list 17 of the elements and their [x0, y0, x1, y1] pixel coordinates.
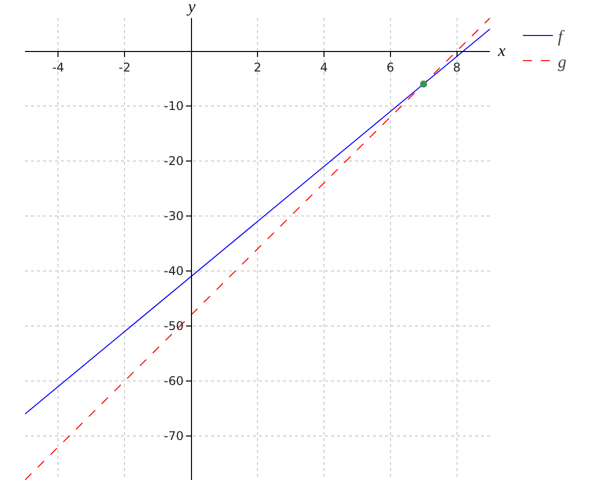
x-tick-label: 2 [254, 60, 262, 74]
x-tick-label: -2 [118, 60, 131, 74]
y-tick-label: -70 [164, 429, 184, 444]
x-tick-label: 4 [320, 60, 328, 74]
legend-label: g [558, 52, 566, 72]
x-tick-label: 8 [452, 60, 461, 74]
y-tick-label: -40 [164, 264, 184, 278]
legend-label: f [558, 27, 565, 46]
x-axis-title: x [497, 41, 506, 60]
y-tick-label: -50 [164, 319, 184, 334]
y-tick-label: -30 [164, 209, 184, 224]
y-axis-title: y [186, 0, 196, 16]
x-tick-label: -4 [52, 60, 64, 74]
y-tick-label: -60 [164, 374, 184, 388]
x-tick-label: 6 [386, 60, 394, 74]
y-tick-label: -10 [164, 99, 184, 114]
y-tick-label: -20 [164, 154, 184, 168]
